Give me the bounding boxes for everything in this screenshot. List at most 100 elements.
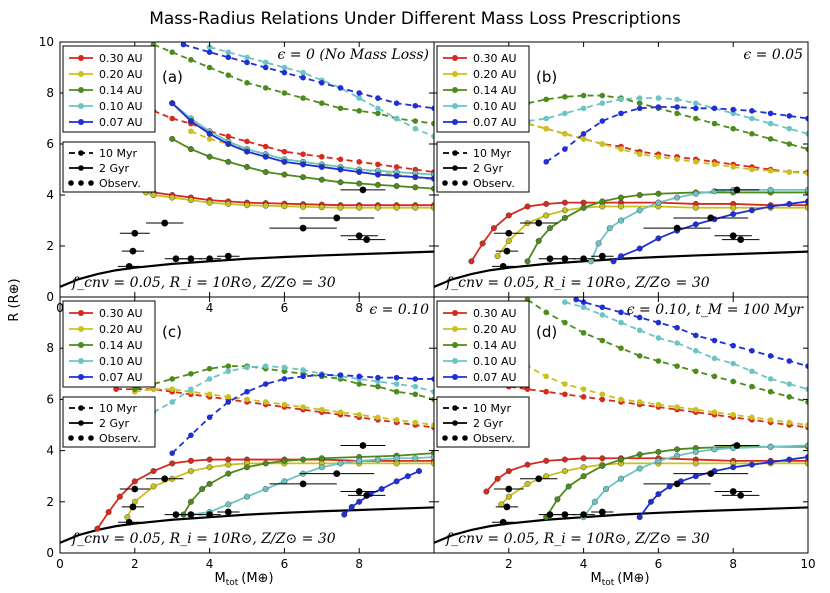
data-point [786,125,793,132]
legend-marker [78,374,84,380]
data-point [805,198,808,205]
observation-point [187,255,195,263]
y-tick-label: 6 [46,392,54,406]
series-030-10myr [506,115,808,175]
data-point [655,457,662,464]
series-line [545,106,808,163]
data-point [599,198,606,205]
data-point [749,166,755,173]
data-point [636,327,643,334]
legend-label: 0.20 AU [473,323,517,336]
observation-point [355,232,363,240]
data-point [748,207,755,214]
data-point [337,166,344,173]
data-point [169,135,176,142]
data-point [524,461,531,468]
data-point [599,92,606,99]
data-point [610,258,617,265]
data-point [562,381,568,387]
data-point [767,203,774,210]
observation-point [359,186,367,194]
observation-point [505,485,513,493]
legend-label: 0.10 AU [473,100,517,113]
legend-marker [462,180,468,186]
observation-point [673,480,681,488]
data-point [356,95,363,101]
legend-style-label: 2 Gyr [473,162,504,175]
data-point [580,199,587,206]
data-point [580,204,587,211]
observation-point [707,214,715,222]
series-line [485,457,808,493]
data-point [562,131,568,137]
series-030-2gyr [94,456,434,532]
legend-marker [452,55,458,61]
data-point [580,105,587,112]
data-point [730,204,737,211]
observation-point [737,236,745,244]
data-point [431,133,434,140]
data-point [543,125,549,132]
data-point [319,100,325,106]
legend-label: 0.14 AU [99,84,143,97]
data-point [693,332,699,339]
observation-point [561,255,569,263]
y-tick-label: 8 [46,86,54,100]
epsilon-label: ϵ = 0.05 [743,47,803,63]
data-point [618,217,625,224]
data-point [431,120,434,127]
data-point [431,204,434,211]
y-tick-label: 2 [46,239,54,253]
data-point [244,364,250,371]
legend-style-label: 2 Gyr [473,417,504,430]
legend-style-label: Observ. [473,177,515,190]
data-point [636,100,643,106]
data-point [206,376,213,382]
legend-label: 0.30 AU [473,52,517,65]
series-line [526,298,808,403]
data-point [225,394,232,400]
data-point [243,493,250,500]
y-tick-label: 0 [46,546,54,560]
data-point [375,378,381,385]
series-line [190,456,434,516]
legend-marker [452,180,458,186]
observation-point [161,219,169,227]
data-point [655,448,662,455]
legend-marker [78,180,84,186]
epsilon-label: ϵ = 0 (No Mass Loss) [278,47,429,63]
data-point [356,498,363,505]
legend-marker [442,435,448,441]
data-point [599,118,606,124]
observation-point [299,224,307,232]
data-point [505,493,512,500]
observation-point [187,511,195,518]
data-point [693,105,699,112]
data-point [535,237,542,244]
series-line [564,301,808,391]
data-point [636,514,643,521]
data-point [618,345,624,352]
observation-point [580,255,587,263]
data-point [655,319,662,326]
legend-style-label: 10 Myr [99,402,137,415]
data-point [647,498,654,505]
series-line [489,383,808,429]
observation-point [131,229,139,237]
data-point [244,80,250,86]
legend-label: 0.07 AU [473,116,517,129]
panel-b: 0.30 AU 0.20 AU 0.14 AU 0.10 AU 0.07 AU 10 My… [433,41,809,298]
data-point [805,386,808,392]
observation-point [224,252,232,260]
data-point [375,374,381,381]
data-point [655,95,662,101]
series-line [153,110,434,173]
legend-style-label: 2 Gyr [99,162,130,175]
observation-point [129,247,137,255]
x-tick-label: 6 [281,301,289,315]
chart-title: Mass-Radius Relations Under Different Ma… [149,9,681,29]
observation-point [598,252,606,260]
data-point [225,501,232,508]
y-tick-label: 8 [46,341,54,355]
data-point [599,337,606,344]
